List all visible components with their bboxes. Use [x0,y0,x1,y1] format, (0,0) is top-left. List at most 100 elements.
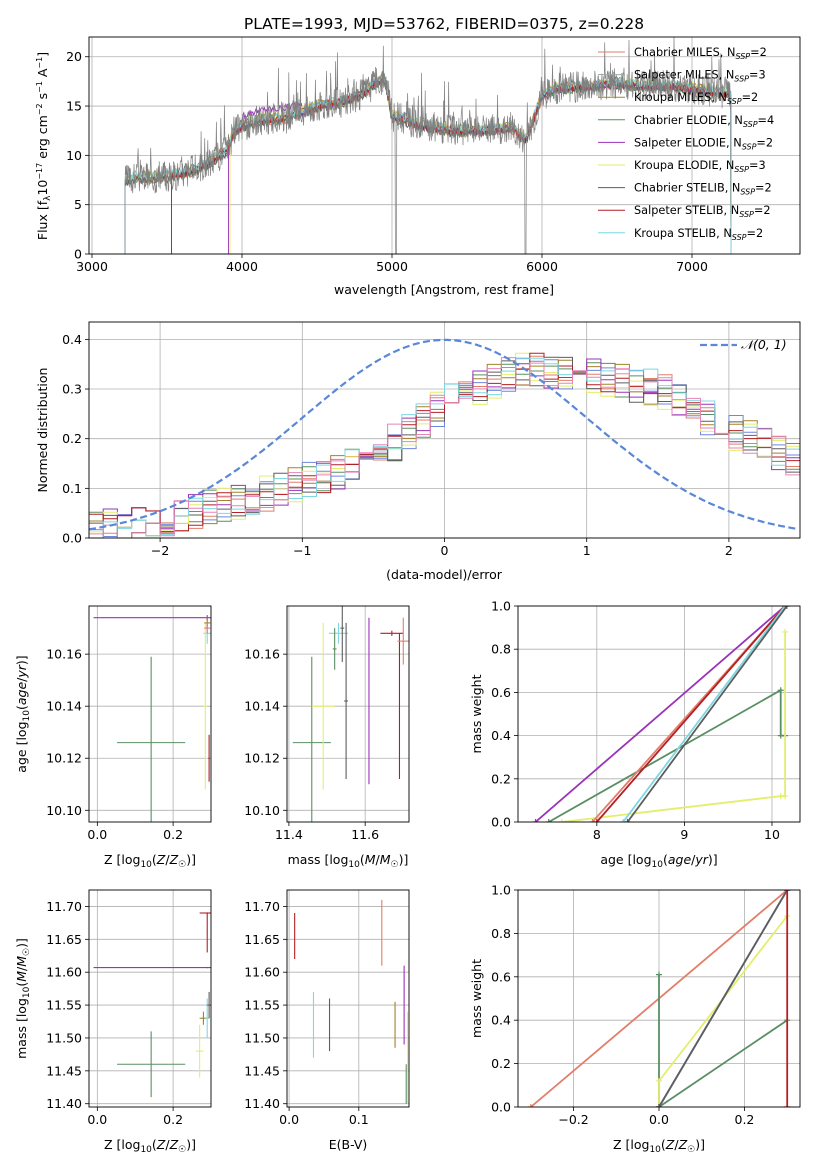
y-tick-label: 11.55 [46,998,82,1013]
y-tick-label: 0.6 [491,685,511,700]
y-axis-label: mass weight [469,959,484,1038]
mass-weight-marker [656,1077,662,1084]
x-tick-label: −0.2 [558,1112,588,1127]
y-tick-label: 0.4 [491,1013,511,1028]
y-tick-label: 11.50 [46,1030,82,1045]
x-tick-label: 0.2 [735,1112,755,1127]
mass-weight-marker [656,971,662,978]
x-tick-label: 2 [725,543,733,558]
y-tick-label: 0.4 [62,332,82,347]
y-tick-label: 0.0 [491,815,511,830]
y-axis-label: age [log10(age/yr)] [14,655,32,772]
x-axis-label: E(B-V) [329,1137,368,1152]
x-tick-label: 0.2 [163,827,183,842]
y-tick-label: 1.0 [491,599,511,614]
y-tick-label: 0.2 [62,431,82,446]
legend-label: Salpeter ELODIE, NSSP=2 [634,136,773,151]
mass-weight-line [596,606,786,822]
mass-weight-line [658,890,788,1107]
axes-spectrum: 3000 4000 5000 6000 7000 0 5 10 15 20 Chabrier MIL… [35,15,801,297]
mass-weight-marker [782,793,789,800]
axes-mass_weight_vs_Z: −0.2 0.0 0.2 0.0 0.2 0.4 0.6 0.8 1.0 Z [log10(Z/Z… [469,883,801,1155]
x-tick-label: 11.4 [275,827,303,842]
y-tick-label: 0.3 [62,382,82,397]
mass-weight-marker [783,606,790,609]
y-tick-label: 0.4 [491,728,511,743]
y-tick-label: 15 [66,99,82,114]
mass-weight-line [626,606,788,822]
x-tick-label: 8 [593,827,601,842]
y-tick-label: 0.2 [491,771,511,786]
mass-weight-marker [593,819,600,822]
mass-weight-marker [656,1104,662,1107]
axes-age_vs_mass: 11.4 11.6 10.10 10.12 10.14 10.16 mass [log10(… [244,605,410,870]
y-axis-label: Normed distribution [35,368,50,493]
y-tick-label: 10.12 [46,751,82,766]
plot-area-age_vs_mass [292,606,409,822]
mass-weight-line [622,606,786,822]
y-tick-label: 11.70 [46,899,82,914]
y-tick-label: 0.2 [491,1056,511,1071]
x-tick-label: 1 [583,543,591,558]
plot-area-mass_vs_ebv [294,899,409,1104]
x-tick-label: −2 [151,543,169,558]
y-tick-label: 10.10 [46,803,82,818]
y-tick-label: 10.10 [244,803,280,818]
y-tick-label: 11.40 [46,1096,82,1111]
y-tick-label: 0.8 [491,642,511,657]
axes-mass_vs_Z: 0.0 0.2 11.40 11.45 11.50 11.55 11.60 11.65 11.7… [14,889,212,1155]
plot-area-age_vs_Z [93,615,211,822]
x-axis-label: (data-model)/error [386,567,503,582]
x-tick-label: 0.0 [649,1112,669,1127]
histogram-step-line [89,357,800,538]
y-tick-label: 0 [74,247,82,262]
mass-weight-marker [782,628,789,635]
y-tick-label: 10.16 [244,647,280,662]
spectrum-data-line [124,37,732,254]
plot-area-residual_distribution [89,338,800,538]
mass-weight-marker [558,819,565,822]
axes-frame [88,321,801,539]
legend-label: 𝒩(0, 1) [741,337,787,352]
legend-label: Salpeter STELIB, NSSP=2 [634,204,771,219]
plot-area-mass_vs_Z [93,912,211,1098]
x-tick-label: 0.0 [87,827,107,842]
y-tick-label: 11.50 [244,1030,280,1045]
mass-weight-marker [545,819,552,822]
x-axis-label: Z [log10(Z/Z☉)] [104,852,196,870]
axes-frame [517,605,801,823]
legend-label: Kroupa ELODIE, NSSP=3 [634,159,766,174]
plot-area-mass_weight_vs_Z [527,890,791,1107]
x-tick-label: −1 [293,543,311,558]
x-tick-label: 7000 [676,259,708,274]
mass-weight-line [561,631,786,822]
y-tick-label: 0.1 [62,481,82,496]
y-tick-label: 10.14 [46,699,82,714]
axes-mass_vs_ebv: 0.0 0.1 11.40 11.45 11.50 11.55 11.60 11.65 11.7… [244,889,410,1152]
legend-label: Kroupa MILES, NSSP=2 [634,91,758,106]
histogram-step-line [89,352,800,534]
plot-area-mass_weight_vs_age [532,606,790,822]
y-tick-label: 10.12 [244,751,280,766]
x-tick-label: 3000 [76,259,108,274]
axes-frame [286,605,410,823]
x-tick-label: 0 [441,543,449,558]
axes-frame [88,36,801,255]
y-tick-label: 11.45 [244,1063,280,1078]
plot-area-spectrum [124,37,732,254]
mass-weight-marker [784,1104,791,1107]
y-axis-label: Flux [fλ10−17 erg cm−2 s−1 A−1] [35,52,53,240]
x-tick-label: 0.1 [349,1112,369,1127]
x-tick-label: 6000 [526,259,558,274]
x-tick-label: 11.6 [351,827,379,842]
x-tick-label: 0.0 [279,1112,299,1127]
x-tick-label: 5000 [376,259,408,274]
x-tick-label: 0.2 [163,1112,183,1127]
y-tick-label: 11.70 [244,899,280,914]
axes-frame [286,889,410,1108]
y-tick-label: 11.55 [244,998,280,1013]
mass-weight-line [534,606,786,822]
chart-title: PLATE=1993, MJD=53762, FIBERID=0375, z=0… [244,15,644,33]
x-axis-label: Z [log10(Z/Z☉)] [613,1137,705,1155]
